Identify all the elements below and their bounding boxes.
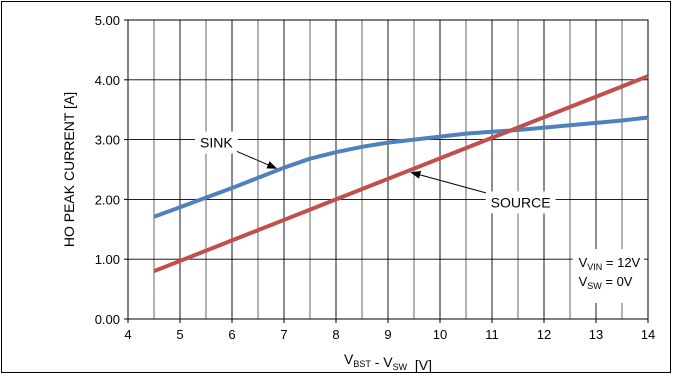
annotation-arrow-sink	[236, 150, 278, 169]
annotation-arrow-source	[410, 171, 487, 194]
x-tick-label: 6	[228, 327, 235, 342]
x-tick-label: 5	[176, 327, 183, 342]
annotation-label-sink: SINK	[200, 135, 233, 151]
y-tick-label: 0.00	[95, 312, 120, 327]
x-tick-label: 7	[280, 327, 287, 342]
x-tick-label: 10	[433, 327, 447, 342]
series-line-source	[153, 74, 649, 274]
grid	[127, 19, 649, 320]
x-tick-label: 9	[384, 327, 391, 342]
y-tick-label: 1.00	[95, 252, 120, 267]
conditions-box: VVIN = 12V VSW = 0V	[572, 249, 644, 303]
y-tick-label: 4.00	[95, 73, 120, 88]
y-tick-label: 5.00	[95, 13, 120, 28]
annotation-bg	[485, 191, 556, 214]
conditions-bg	[572, 249, 644, 303]
x-axis: 4 5 6 7 8 9 10 11 12 13 14	[124, 319, 655, 342]
annotation-label-source: SOURCE	[491, 194, 551, 210]
x-tick-label: 4	[124, 327, 131, 342]
series-lines	[153, 74, 649, 274]
y-tick-label: 2.00	[95, 192, 120, 207]
x-tick-label: 12	[537, 327, 551, 342]
x-tick-label: 11	[485, 327, 499, 342]
x-tick-label: 14	[641, 327, 655, 342]
annotation-bg	[195, 131, 238, 154]
y-tick-label: 3.00	[95, 133, 120, 148]
condition-line: VVIN = 12V	[579, 255, 641, 272]
x-tick-label: 8	[332, 327, 339, 342]
series-line-sink	[153, 115, 649, 219]
line-chart: 4 5 6 7 8 9 10 11 12 13 14 0.00 1.00 2.00 3.00 4.00 5.0…	[61, 13, 655, 373]
annotations: SINK SOURCE	[195, 131, 556, 214]
y-axis: 0.00 1.00 2.00 3.00 4.00 5.00	[95, 13, 128, 327]
y-axis-label: HO PEAK CURRENT [A]	[61, 92, 77, 247]
x-axis-label: VBST - VSW [V]	[344, 351, 432, 372]
x-tick-label: 13	[589, 327, 603, 342]
condition-line: VSW = 0V	[579, 274, 633, 291]
